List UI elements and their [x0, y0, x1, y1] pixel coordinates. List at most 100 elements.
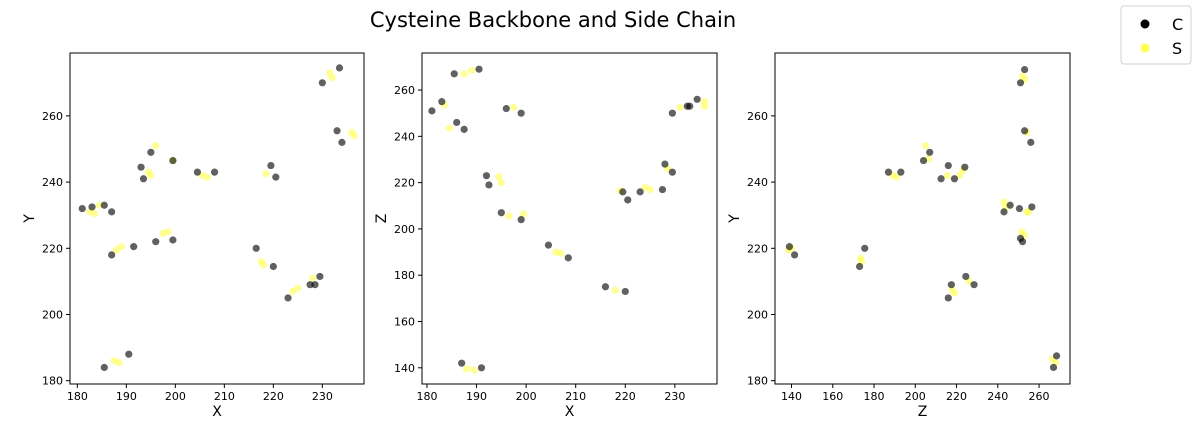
point-c: [137, 163, 145, 171]
point-c: [693, 95, 701, 103]
point-c: [1018, 238, 1027, 246]
point-s: [164, 228, 172, 236]
point-c: [884, 168, 893, 176]
point-c: [517, 109, 525, 117]
point-c: [477, 364, 486, 372]
x-tick-label: 180: [416, 390, 437, 403]
x-tick-label: 230: [664, 390, 685, 403]
point-s: [90, 209, 99, 218]
x-tick-label: 160: [822, 390, 843, 403]
point-c: [897, 168, 905, 176]
point-c: [624, 196, 632, 204]
point-s: [115, 358, 123, 367]
point-c: [338, 138, 346, 146]
point-c: [100, 363, 108, 372]
point-c: [284, 294, 292, 302]
point-c: [861, 244, 869, 252]
y-tick-label: 140: [394, 362, 415, 375]
point-c: [544, 241, 553, 249]
x-tick-label: 200: [165, 390, 186, 403]
x-axis-label: Z: [918, 404, 928, 420]
point-c: [316, 272, 324, 281]
point-c: [252, 244, 260, 252]
point-s: [350, 132, 358, 140]
point-c: [311, 281, 319, 289]
y-tick-label: 180: [42, 375, 63, 388]
point-c: [658, 185, 667, 194]
point-s: [943, 171, 951, 180]
y-tick-label: 200: [747, 308, 768, 321]
point-c: [108, 208, 116, 216]
plot-frame: [774, 52, 1071, 385]
point-s: [646, 185, 654, 194]
point-c: [193, 168, 201, 176]
point-s: [117, 243, 126, 251]
point-s: [510, 103, 518, 111]
point-c: [318, 79, 326, 87]
point-c: [1021, 127, 1029, 135]
y-tick-label: 220: [42, 242, 63, 255]
point-c: [937, 175, 945, 183]
y-axis-label: Z: [374, 214, 390, 224]
point-c: [458, 359, 466, 367]
point-c: [601, 283, 610, 291]
point-c: [130, 243, 138, 251]
x-tick-label: 180: [864, 390, 885, 403]
y-axis-label: Y: [727, 214, 743, 224]
point-c: [1049, 363, 1058, 372]
point-c: [139, 175, 148, 183]
x-axis-label: X: [565, 404, 575, 420]
point-c: [668, 109, 676, 117]
x-tick-label: 200: [905, 390, 926, 403]
point-c: [1052, 352, 1061, 360]
point-s: [557, 249, 565, 257]
point-c: [790, 251, 799, 259]
point-c: [621, 287, 629, 296]
point-s: [262, 170, 270, 178]
point-c: [686, 102, 694, 110]
point-c: [475, 65, 483, 73]
point-s: [463, 365, 471, 373]
point-s: [701, 102, 709, 110]
y-tick-label: 220: [394, 177, 415, 190]
point-s: [520, 210, 528, 218]
point-c: [919, 156, 928, 165]
point-c: [450, 70, 458, 78]
point-s: [497, 179, 505, 187]
point-s: [328, 74, 336, 82]
point-c: [210, 168, 219, 176]
point-c: [78, 204, 86, 213]
point-c: [485, 181, 493, 189]
point-s: [259, 261, 268, 269]
legend-label-s: S: [1172, 39, 1182, 58]
point-c: [668, 168, 676, 176]
point-c: [502, 104, 510, 113]
point-c: [152, 238, 160, 246]
y-tick-label: 240: [42, 176, 63, 189]
y-tick-label: 260: [747, 110, 768, 123]
y-tick-label: 260: [42, 110, 63, 123]
y-tick-label: 200: [42, 308, 63, 321]
x-tick-label: 200: [516, 390, 537, 403]
point-c: [108, 251, 116, 259]
point-s: [147, 171, 155, 180]
point-s: [505, 212, 513, 220]
point-c: [564, 254, 572, 262]
point-s: [308, 274, 317, 282]
x-tick-label: 230: [312, 390, 333, 403]
point-s: [470, 366, 478, 374]
subplot-2: 180 190 200 210 220 230 140 160 180 200 220 240 260 X…: [374, 52, 718, 420]
point-s: [950, 289, 959, 297]
point-c: [497, 209, 505, 217]
point-c: [88, 203, 96, 211]
subplot-1: 180 190 200 210 220 230 180 200 220 240 260 X Y: [22, 52, 365, 420]
y-tick-label: 220: [747, 242, 768, 255]
point-c: [636, 188, 644, 196]
point-c: [785, 243, 794, 251]
point-c: [428, 107, 436, 115]
point-s: [467, 66, 476, 74]
x-tick-label: 220: [615, 390, 636, 403]
y-tick-label: 240: [394, 130, 415, 143]
point-s: [445, 124, 453, 132]
point-s: [676, 103, 684, 111]
